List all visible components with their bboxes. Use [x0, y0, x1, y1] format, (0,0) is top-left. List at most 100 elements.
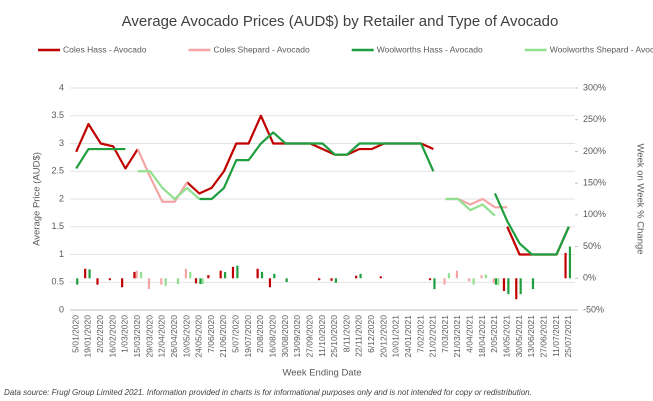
change-bar [285, 278, 288, 283]
x-tick-label: 16/05/2021 [502, 315, 512, 358]
x-tick-label: 8/11/2020 [341, 315, 351, 352]
change-bar [318, 278, 321, 281]
change-bar [497, 278, 500, 286]
x-tick-label: 11/07/2021 [551, 315, 561, 357]
x-tick-label: 13/09/2020 [292, 315, 302, 358]
change-bar [455, 270, 458, 279]
change-bar [160, 278, 163, 285]
x-tick-label: 30/05/2021 [514, 315, 524, 358]
y-tick-label: 1.5 [51, 221, 64, 231]
change-bar [176, 278, 180, 284]
y-tick-label: 0 [59, 304, 64, 314]
price-line [75, 122, 139, 170]
change-bar [330, 278, 333, 281]
x-tick-label: 7/03/2021 [440, 315, 450, 353]
legend-label: Woolworths Shepard - Avocado [550, 44, 653, 54]
change-bar [231, 266, 235, 279]
change-bar [480, 275, 483, 279]
x-tick-label: 18/04/2021 [477, 315, 487, 358]
y-tick-label: 0.5 [51, 277, 64, 287]
change-bar [359, 273, 362, 279]
price-line [75, 147, 126, 170]
change-bar [201, 278, 204, 284]
x-tick-label: 26/04/2020 [169, 315, 179, 358]
price-line [493, 193, 570, 256]
x-tick-label: 25/07/2021 [563, 315, 573, 358]
change-bar [260, 271, 264, 279]
price-line [199, 131, 435, 201]
change-bar [433, 278, 436, 290]
x-tick-label: 7/06/2020 [206, 315, 216, 353]
x-tick-label: 16/08/2020 [267, 315, 277, 358]
x-tick-label: 27/06/2021 [538, 315, 548, 358]
change-bar [273, 273, 276, 279]
change-bar [515, 278, 518, 300]
change-bar [472, 278, 475, 285]
x-tick-label: 15/03/2020 [132, 315, 142, 358]
change-bar [355, 275, 358, 279]
change-bar [564, 252, 567, 279]
change-bar [108, 278, 111, 281]
price-line [445, 197, 496, 217]
change-bar [219, 270, 222, 279]
y2-axis-title: Week on Week % Change [634, 143, 645, 254]
change-bar [76, 278, 79, 285]
x-tick-label: 5/07/2020 [231, 315, 241, 353]
change-bar [147, 278, 151, 290]
legend-label: Woolworths Hass - Avocado [377, 44, 483, 54]
legend-label: Coles Hass - Avocado [63, 44, 147, 54]
x-tick-label: 22/11/2020 [354, 315, 364, 357]
y2-tick-label: 200% [583, 146, 606, 156]
y2-tick-label: 0% [583, 273, 596, 283]
y2-tick-label: -50% [583, 304, 604, 314]
change-bar [256, 268, 259, 279]
y2-tick-label: 150% [583, 178, 606, 188]
change-bar [484, 274, 488, 279]
change-bar [133, 271, 136, 279]
y-tick-label: 3.5 [51, 110, 64, 120]
x-tick-label: 24/01/2021 [403, 315, 413, 358]
x-tick-label: 27/09/2020 [304, 315, 314, 358]
x-tick-label: 1/03/2020 [120, 315, 130, 353]
x-tick-label: 10/05/2020 [181, 315, 191, 358]
y-tick-label: 4 [59, 82, 64, 92]
change-bar [268, 278, 272, 288]
legend-label: Coles Shepard - Avocado [213, 44, 310, 54]
change-bar [519, 278, 522, 295]
y2-tick-label: 250% [583, 114, 606, 124]
y2-tick-label: 300% [583, 82, 606, 92]
change-bar [88, 269, 91, 279]
change-bar [121, 278, 124, 288]
x-tick-label: 4/04/2021 [465, 315, 475, 353]
change-bar [468, 278, 471, 282]
x-tick-label: 19/01/2020 [83, 315, 93, 358]
x-tick-label: 12/04/2020 [157, 315, 167, 358]
y-axis-title: Average Price (AUD$) [32, 152, 43, 246]
x-tick-label: 2/02/2020 [95, 315, 105, 353]
change-bar [531, 278, 535, 290]
change-bar [199, 278, 202, 284]
x-tick-label: 11/10/2020 [317, 315, 327, 357]
price-line [186, 114, 434, 195]
x-tick-label: 29/03/2020 [144, 315, 154, 358]
change-bar [84, 268, 87, 279]
x-tick-label: 5/01/2020 [70, 315, 80, 353]
change-bar [207, 275, 210, 279]
y2-tick-label: 50% [583, 241, 601, 251]
change-bar [139, 271, 143, 279]
y2-tick-label: 100% [583, 209, 606, 219]
x-tick-label: 19/07/2020 [243, 315, 253, 358]
x-tick-label: 13/06/2021 [526, 315, 536, 358]
change-bar [184, 268, 188, 279]
source-note: Data source: Frugl Group Limited 2021. I… [4, 388, 532, 397]
y-tick-label: 2.5 [51, 166, 64, 176]
x-tick-label: 2/05/2021 [489, 315, 499, 353]
x-tick-label: 30/08/2020 [280, 315, 290, 358]
change-bar [379, 276, 382, 279]
x-tick-label: 24/05/2020 [194, 315, 204, 358]
change-bar [428, 278, 432, 281]
x-axis-title: Week Ending Date [282, 368, 361, 379]
change-bar [502, 278, 506, 291]
x-tick-label: 21/02/2021 [428, 315, 438, 358]
y-tick-label: 1 [59, 249, 64, 259]
